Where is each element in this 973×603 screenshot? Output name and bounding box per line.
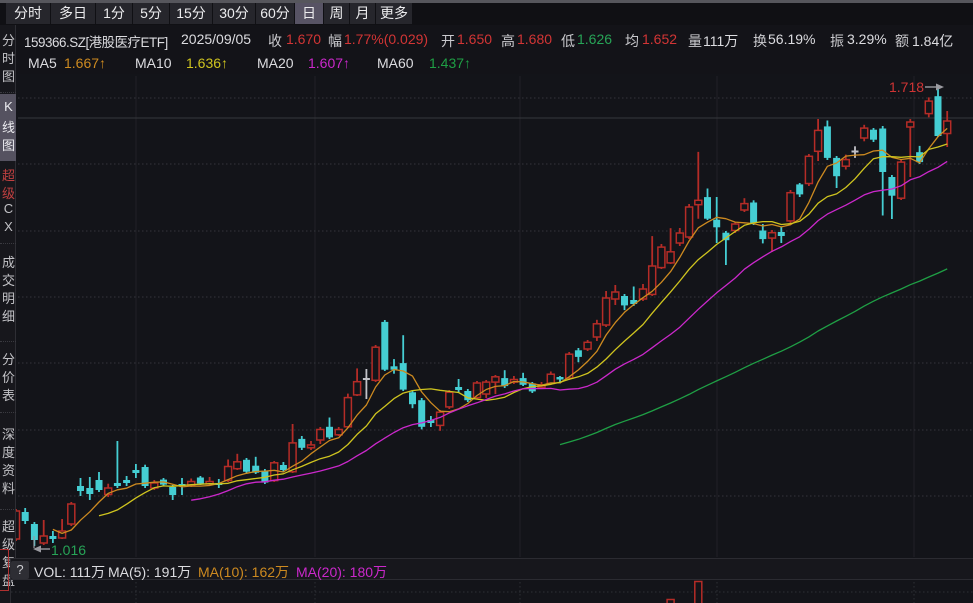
svg-text:1.718: 1.718 (889, 79, 924, 95)
svg-text:1.016: 1.016 (51, 542, 86, 558)
